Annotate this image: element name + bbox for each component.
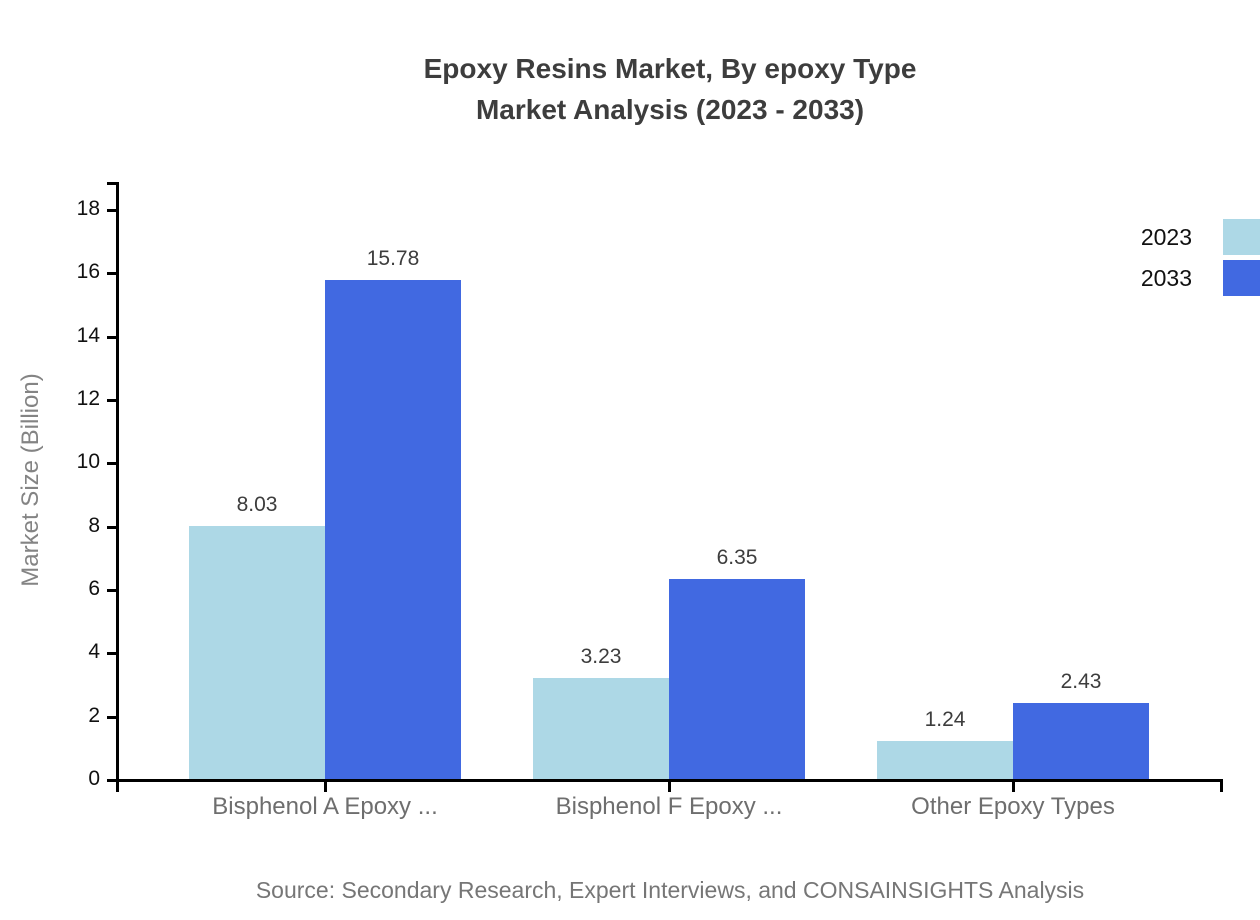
y-tick-label: 12 — [76, 387, 100, 410]
chart-title-line1: Epoxy Resins Market, By epoxy Type — [423, 53, 917, 84]
legend-swatch-2033 — [1223, 260, 1260, 296]
y-tick-label: 18 — [76, 197, 100, 220]
y-tick-label: 16 — [76, 260, 100, 283]
y-tick-mark — [107, 716, 117, 719]
bar-2023 — [877, 741, 1013, 780]
bar-value-label: 1.24 — [924, 708, 966, 731]
bar-value-label: 15.78 — [366, 247, 420, 270]
bar-value-label: 8.03 — [236, 493, 278, 516]
y-tick-mark — [107, 209, 117, 212]
x-category-label: Bisphenol A Epoxy ... — [212, 793, 438, 820]
bar-2023 — [189, 526, 325, 780]
x-tick-mark — [324, 780, 327, 792]
y-tick-label: 0 — [88, 767, 100, 790]
x-axis-end-cap — [1220, 779, 1223, 792]
y-axis-top-cap — [107, 182, 117, 185]
y-tick-label: 4 — [88, 640, 100, 663]
x-category-label: Bisphenol F Epoxy ... — [555, 793, 783, 820]
x-tick-mark — [668, 780, 671, 792]
bar-value-label: 3.23 — [580, 645, 622, 668]
y-tick-mark — [107, 652, 117, 655]
y-axis-line — [116, 182, 119, 792]
x-tick-mark — [1012, 780, 1015, 792]
source-note: Source: Secondary Research, Expert Inter… — [255, 877, 1085, 903]
y-tick-mark — [107, 399, 117, 402]
legend-item-2033[interactable]: 2033 — [1141, 260, 1260, 296]
legend-label: 2023 — [1140, 223, 1192, 250]
bar-value-label: 2.43 — [1060, 670, 1102, 693]
legend-item-2023[interactable]: 2023 — [1141, 219, 1260, 255]
chart-title: Epoxy Resins Market, By epoxy Type Marke… — [117, 48, 1223, 130]
y-tick-label: 10 — [76, 450, 100, 473]
y-tick-label: 6 — [88, 577, 100, 600]
y-tick-mark — [107, 589, 117, 592]
bar-2033 — [325, 280, 461, 780]
y-tick-mark — [107, 272, 117, 275]
bar-2033 — [1013, 703, 1149, 780]
y-tick-label: 2 — [88, 704, 100, 727]
x-axis-line — [107, 779, 1223, 782]
legend-label: 2033 — [1140, 264, 1192, 291]
chart-title-line2: Market Analysis (2023 - 2033) — [475, 94, 865, 125]
y-tick-mark — [107, 462, 117, 465]
y-tick-mark — [107, 336, 117, 339]
y-tick-mark — [107, 526, 117, 529]
legend-swatch-2023 — [1223, 219, 1260, 255]
bar-2033 — [669, 579, 805, 780]
legend: 2023 2033 — [1141, 219, 1260, 301]
bar-2023 — [533, 678, 669, 780]
x-category-label: Other Epoxy Types — [911, 793, 1115, 820]
bar-value-label: 6.35 — [716, 546, 758, 569]
y-tick-label: 14 — [76, 324, 100, 347]
y-tick-label: 8 — [88, 514, 100, 537]
